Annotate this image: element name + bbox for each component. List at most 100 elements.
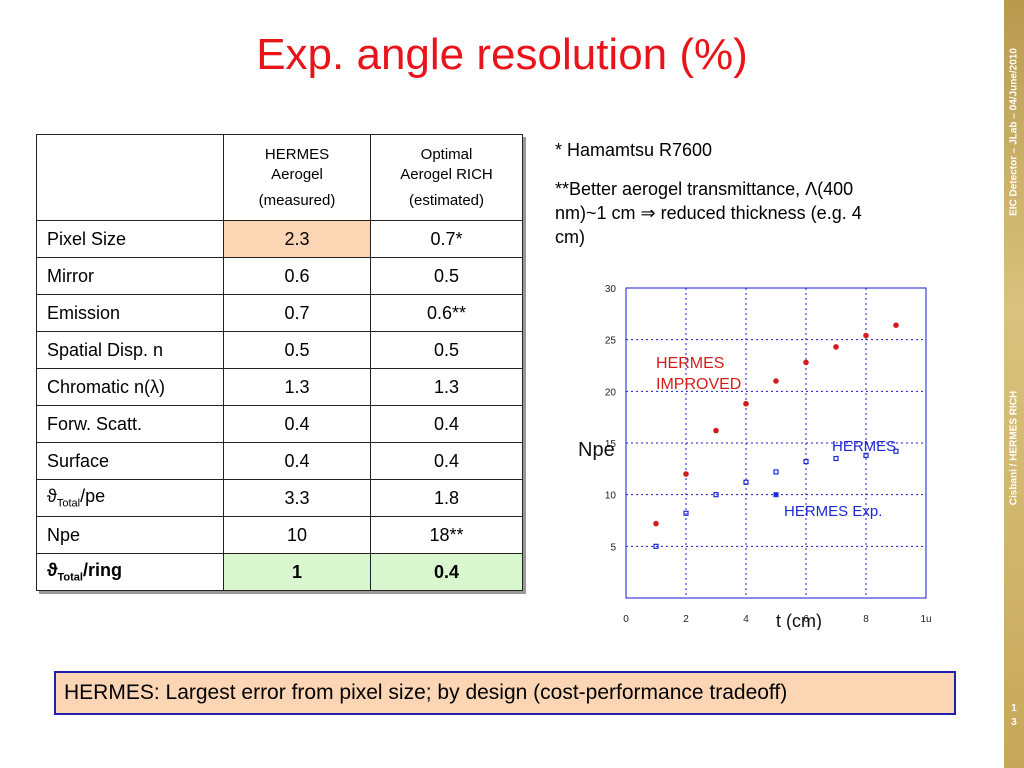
table-row: Forw. Scatt. 0.4 0.4 (36, 405, 523, 443)
table-header-row: HERMES Aerogel (measured) Optimal Aeroge… (36, 134, 523, 221)
row-optimal-value: 0.5 (370, 331, 523, 369)
x-tick-label: 6 (803, 614, 809, 625)
row-hermes-value: 0.7 (223, 294, 371, 332)
theta-symbol: ϑ (47, 560, 58, 581)
table-row: ϑTotal/pe 3.3 1.8 (36, 479, 523, 517)
lambda-symbol: λ (150, 376, 160, 397)
theta-subscript: Total (57, 571, 83, 584)
row-label: Forw. Scatt. (36, 405, 224, 443)
resolution-table: HERMES Aerogel (measured) Optimal Aeroge… (36, 134, 523, 591)
table-row-total: ϑTotal/ring 1 0.4 (36, 553, 523, 591)
y-axis-label: Npe (578, 439, 615, 461)
header-optimal-line1: Optimal (420, 145, 473, 163)
y-tick-labels: 5 10 15 20 25 30 (605, 284, 617, 553)
table-row: Surface 0.4 0.4 (36, 442, 523, 480)
row-optimal-value: 0.4 (370, 442, 523, 480)
row-optimal-value: 0.4 (370, 553, 523, 591)
sidebar-event-label: EIC Detector – JLab – 04/June/2010 (1008, 48, 1020, 216)
hermes-point (653, 543, 659, 549)
header-optimal: Optimal Aerogel RICH (estimated) (370, 134, 523, 221)
x-tick-label: 8 (863, 614, 869, 625)
hermes-point (683, 510, 689, 516)
row-label: ϑTotal/ring (36, 553, 224, 591)
header-empty-cell (36, 134, 224, 221)
row-optimal-value: 1.8 (370, 479, 523, 517)
improved-point (863, 332, 869, 339)
y-tick-label: 5 (610, 542, 616, 553)
header-hermes: HERMES Aerogel (measured) (223, 134, 371, 221)
x-axis-label: t (cm) (776, 611, 822, 630)
chart-frame (625, 287, 927, 599)
row-hermes-value: 0.6 (223, 257, 371, 295)
sidebar-author-label: Cisbani / HERMES RICH (1008, 390, 1020, 506)
improved-point (833, 344, 839, 350)
row-label-suffix: ) (159, 376, 166, 397)
npe-chart: 5 10 15 20 25 30 0 2 4 6 8 1u Npe t (cm) HERMES IM… (578, 284, 932, 630)
row-hermes-value: 0.4 (223, 405, 371, 443)
y-tick-label: 30 (605, 284, 617, 295)
table-row: Pixel Size 2.3 0.7* (36, 220, 523, 258)
table-row: Emission 0.7 0.6** (36, 294, 523, 332)
row-label-text: Chromatic n( (47, 376, 151, 397)
footnote-pixel: * Hamamtsu R7600 (555, 140, 713, 160)
row-label: Emission (36, 294, 224, 332)
header-hermes-line1: HERMES (264, 145, 330, 163)
row-optimal-value: 0.5 (370, 257, 523, 295)
improved-point (803, 359, 809, 366)
row-label: Npe (36, 516, 224, 554)
annotation-hermes: HERMES (832, 438, 896, 455)
table-row: Spatial Disp. n 0.5 0.5 (36, 331, 523, 369)
row-hermes-value: 10 (223, 516, 371, 554)
page-number-1: 1 (1011, 703, 1017, 714)
y-tick-label: 20 (605, 387, 617, 398)
annotation-hermes-improved-2: IMPROVED (656, 376, 741, 393)
slide-title: Exp. angle resolution (%) (256, 30, 748, 79)
row-hermes-value: 2.3 (223, 220, 371, 258)
page-number-2: 3 (1011, 717, 1017, 728)
row-hermes-value: 1 (223, 553, 371, 591)
improved-point (893, 322, 899, 328)
table-row: Npe 10 18** (36, 516, 523, 554)
table-row: Chromatic n(λ) 1.3 1.3 (36, 368, 523, 406)
hermes-point (713, 492, 719, 498)
hermes-exp-point (773, 492, 779, 498)
row-hermes-value: 3.3 (223, 479, 371, 517)
data-points (653, 322, 899, 549)
footnote-line2: nm)~1 cm ⇒ reduced thickness (e.g. 4 (555, 203, 862, 223)
annotation-hermes-exp: HERMES Exp. (784, 503, 882, 520)
x-tick-labels: 0 2 4 6 8 1u (623, 614, 931, 625)
row-hermes-value: 0.4 (223, 442, 371, 480)
row-label-suffix: /ring (82, 560, 122, 581)
x-tick-label: 4 (743, 614, 749, 625)
footer-callout: HERMES: Largest error from pixel size; b… (54, 671, 956, 715)
x-tick-label: 1u (920, 614, 931, 625)
row-optimal-value: 1.3 (370, 368, 523, 406)
header-hermes-line3: (measured) (258, 191, 336, 209)
row-label: Chromatic n(λ) (36, 368, 224, 406)
row-optimal-value: 0.6** (370, 294, 523, 332)
row-label: Mirror (36, 257, 224, 295)
row-label-suffix: /pe (80, 486, 106, 507)
header-hermes-line2: Aerogel (271, 165, 323, 183)
header-optimal-line3: (estimated) (408, 191, 485, 209)
row-label: ϑTotal/pe (36, 479, 224, 517)
row-label: Pixel Size (36, 220, 224, 258)
y-tick-label: 10 (605, 491, 617, 502)
annotation-hermes-improved-1: HERMES (656, 355, 724, 372)
row-optimal-value: 0.4 (370, 405, 523, 443)
hermes-point (743, 479, 749, 485)
y-tick-label: 15 (605, 439, 617, 450)
row-hermes-value: 0.5 (223, 331, 371, 369)
table-row: Mirror 0.6 0.5 (36, 257, 523, 295)
improved-point (743, 400, 749, 407)
theta-symbol: ϑ (47, 486, 57, 507)
hermes-point (773, 469, 779, 475)
x-tick-label: 2 (683, 614, 689, 625)
improved-point (653, 520, 659, 527)
hermes-point (863, 452, 869, 458)
hermes-point (833, 455, 839, 462)
footnote-transmittance: **Better aerogel transmittance, Λ(400 nm… (555, 177, 965, 249)
footnote-line1: **Better aerogel transmittance, Λ(400 (555, 179, 854, 199)
row-optimal-value: 0.7* (370, 220, 523, 258)
improved-point (683, 471, 689, 477)
